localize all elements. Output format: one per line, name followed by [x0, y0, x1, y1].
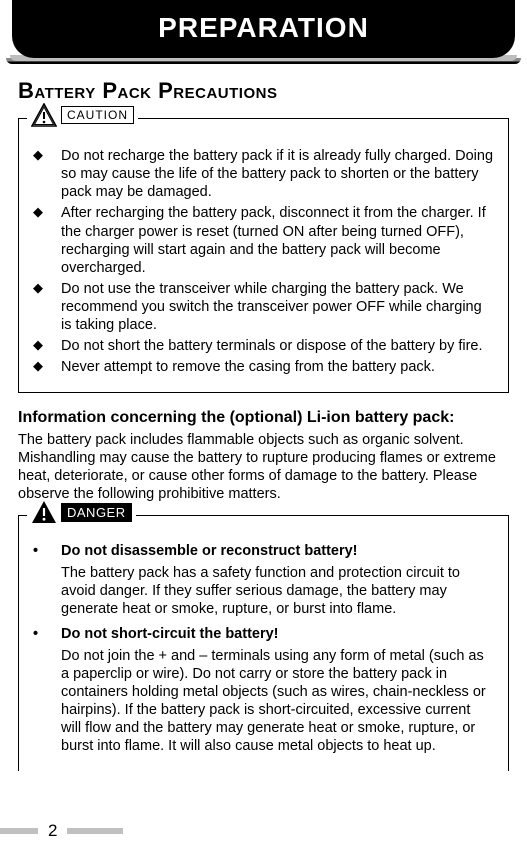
bullet-marker: • [33, 542, 61, 560]
caution-box: CAUTION ◆Do not recharge the battery pac… [18, 118, 509, 393]
bullet-text: Do not short the battery terminals or di… [61, 337, 494, 355]
footer-bar-right [67, 828, 123, 834]
bullet-marker: ◆ [33, 147, 61, 201]
danger-item-body: Do not join the + and – terminals using … [61, 647, 494, 756]
caution-bullet-list: ◆Do not recharge the battery pack if it … [33, 147, 494, 377]
list-item: ◆Do not use the transceiver while chargi… [33, 280, 494, 334]
content-area: Battery Pack Precautions CAUTION ◆Do not… [0, 64, 527, 771]
list-item: ◆Do not recharge the battery pack if it … [33, 147, 494, 201]
caution-label-text: CAUTION [61, 106, 134, 124]
bullet-marker: ◆ [33, 204, 61, 277]
list-item: ◆After recharging the battery pack, disc… [33, 204, 494, 277]
danger-list: • Do not disassemble or reconstruct batt… [33, 542, 494, 755]
danger-item-heading: Do not disassemble or reconstruct batter… [61, 542, 358, 560]
bullet-marker: ◆ [33, 358, 61, 376]
bullet-marker: ◆ [33, 337, 61, 355]
page-footer: 2 [0, 821, 527, 841]
footer-bar-left [0, 828, 38, 834]
list-item: ◆Do not short the battery terminals or d… [33, 337, 494, 355]
warning-triangle-outline-icon [31, 103, 57, 127]
danger-box: DANGER • Do not disassemble or reconstru… [18, 515, 509, 771]
danger-item-heading: Do not short-circuit the battery! [61, 625, 279, 643]
bullet-text: Never attempt to remove the casing from … [61, 358, 494, 376]
bullet-marker: • [33, 625, 61, 643]
caution-label: CAUTION [27, 103, 138, 127]
section-title: Battery Pack Precautions [18, 78, 509, 104]
bullet-text: After recharging the battery pack, disco… [61, 204, 494, 277]
list-item: ◆Never attempt to remove the casing from… [33, 358, 494, 376]
list-item: • Do not short-circuit the battery! Do n… [33, 625, 494, 756]
page-number: 2 [38, 821, 67, 841]
bullet-marker: ◆ [33, 280, 61, 334]
danger-label-text: DANGER [61, 503, 132, 522]
danger-item-body: The battery pack has a safety function a… [61, 564, 494, 618]
bullet-text: Do not recharge the battery pack if it i… [61, 147, 494, 201]
warning-triangle-filled-icon [31, 500, 57, 524]
list-item: • Do not disassemble or reconstruct batt… [33, 542, 494, 619]
page-header-title: PREPARATION [158, 12, 369, 43]
liion-heading: Information concerning the (optional) Li… [18, 409, 509, 427]
danger-label: DANGER [27, 500, 136, 524]
bullet-text: Do not use the transceiver while chargin… [61, 280, 494, 334]
liion-body: The battery pack includes flammable obje… [18, 431, 509, 504]
header-tab: PREPARATION [12, 0, 515, 58]
